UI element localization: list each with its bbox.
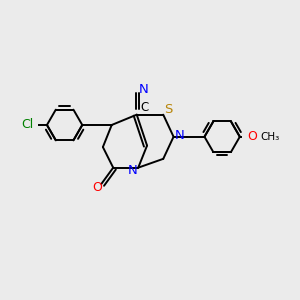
Text: S: S bbox=[164, 103, 173, 116]
Text: N: N bbox=[139, 83, 149, 96]
Text: Cl: Cl bbox=[21, 118, 33, 131]
Text: N: N bbox=[175, 129, 184, 142]
Text: O: O bbox=[247, 130, 257, 143]
Text: C: C bbox=[140, 100, 148, 113]
Text: N: N bbox=[128, 164, 138, 176]
Text: O: O bbox=[92, 181, 102, 194]
Text: CH₃: CH₃ bbox=[260, 132, 280, 142]
